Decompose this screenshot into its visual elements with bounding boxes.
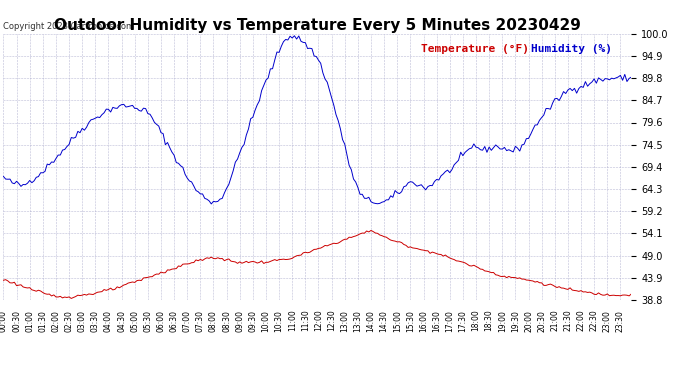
Legend: Temperature (°F), Humidity (%): Temperature (°F), Humidity (%) xyxy=(416,39,616,58)
Text: Copyright 2023 Cartronics.com: Copyright 2023 Cartronics.com xyxy=(3,22,135,31)
Title: Outdoor Humidity vs Temperature Every 5 Minutes 20230429: Outdoor Humidity vs Temperature Every 5 … xyxy=(54,18,581,33)
